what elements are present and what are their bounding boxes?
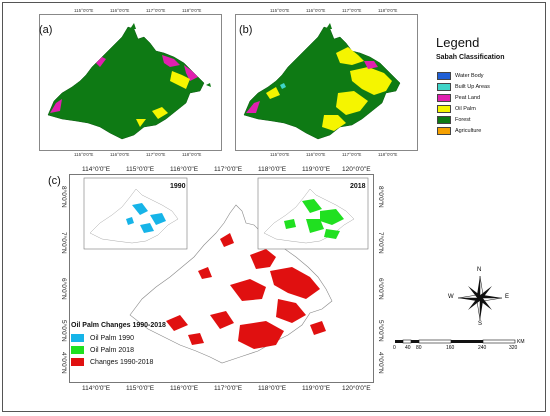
y-tick-right-4: 4°0'0"N	[377, 352, 384, 374]
y-tick-right-6: 6°0'0"N	[377, 278, 384, 300]
map-panel-c	[69, 174, 374, 383]
map-panel-b	[235, 14, 418, 151]
y-tick-left-8: 8°0'0"N	[60, 186, 67, 208]
x-tick-top-120: 120°0'0"E	[342, 166, 371, 173]
y-tick-left-5: 5°0'0"N	[60, 320, 67, 342]
x-tick-bottom-118: 118°0'0"E	[258, 385, 287, 392]
legend-swatch	[437, 105, 451, 113]
legend-label: Built Up Areas	[455, 84, 490, 90]
legend-swatch	[437, 83, 451, 91]
changes-item-2018: Oil Palm 2018	[71, 346, 134, 354]
changes-item-1990: Oil Palm 1990	[71, 334, 134, 342]
x-tick-top-116: 116°0'0"E	[170, 166, 199, 173]
map-panel-a	[39, 14, 222, 151]
legend-item-oil-palm: Oil Palm	[437, 105, 476, 113]
panel-label-c: (c)	[48, 175, 61, 187]
scale-bar-graphic	[395, 339, 516, 344]
legend-swatch	[437, 94, 451, 102]
legend-item-agriculture: Agriculture	[437, 127, 481, 135]
compass-s: S	[478, 321, 483, 327]
changes-swatch	[71, 334, 84, 342]
y-tick-right-5: 5°0'0"N	[377, 320, 384, 342]
changes-label: Changes 1990-2018	[90, 358, 154, 366]
changes-swatch	[71, 346, 84, 354]
legend-subtitle: Sabah Classification	[436, 54, 505, 61]
x-tick-top-118: 118°0'0"E	[258, 166, 287, 173]
legend-swatch	[437, 116, 451, 124]
x-tick-bottom-120: 120°0'0"E	[342, 385, 371, 392]
top-tick-b-4: 118°0'0"E	[378, 8, 398, 13]
bottom-tick-a-1: 115°0'0"E	[74, 152, 94, 157]
x-tick-top-114: 114°0'0"E	[82, 166, 111, 173]
sabah-map-1990	[47, 23, 211, 140]
top-tick-b-2: 116°0'0"E	[306, 8, 326, 13]
scale-label-40: 40	[405, 345, 411, 351]
x-tick-bottom-117: 117°0'0"E	[214, 385, 243, 392]
legend-title: Legend	[436, 35, 480, 50]
bottom-tick-b-2: 116°0'0"E	[306, 152, 326, 157]
bottom-tick-a-4: 118°0'0"E	[182, 152, 202, 157]
x-tick-bottom-116: 116°0'0"E	[170, 385, 199, 392]
legend-label: Oil Palm	[455, 106, 476, 112]
scale-label-320: 320	[509, 345, 518, 351]
top-tick-a-1: 115°0'0"E	[74, 8, 94, 13]
legend-label: Water Body	[455, 73, 484, 79]
compass-n: N	[477, 267, 482, 273]
changes-swatch	[71, 358, 84, 366]
y-tick-left-4: 4°0'0"N	[60, 352, 67, 374]
top-tick-a-4: 118°0'0"E	[182, 8, 202, 13]
bottom-tick-b-3: 117°0'0"E	[342, 152, 362, 157]
scale-label-0: 0	[393, 345, 396, 351]
y-tick-right-8: 8°0'0"N	[377, 186, 384, 208]
changes-legend-title: Oil Palm Changes 1990-2018	[71, 322, 166, 329]
legend-item-built-up: Built Up Areas	[437, 83, 490, 91]
legend-label: Agriculture	[455, 128, 482, 134]
changes-label: Oil Palm 1990	[90, 334, 134, 342]
x-tick-top-117: 117°0'0"E	[214, 166, 243, 173]
inset-year-1990: 1990	[170, 183, 186, 190]
compass-rose: N S E W	[448, 267, 510, 327]
top-tick-b-1: 115°0'0"E	[270, 8, 290, 13]
x-tick-top-115: 115°0'0"E	[126, 166, 155, 173]
legend-item-water-body: Water Body	[437, 72, 484, 80]
bottom-tick-a-3: 117°0'0"E	[146, 152, 166, 157]
legend-swatch	[437, 72, 451, 80]
panel-label-a: (a)	[39, 24, 53, 36]
x-tick-bottom-115: 115°0'0"E	[126, 385, 155, 392]
sabah-map-2018	[243, 23, 401, 140]
scale-bar: 0 40 80 160 240 320 KM	[391, 338, 531, 358]
bottom-tick-a-2: 116°0'0"E	[110, 152, 130, 157]
oil-palm-change-map	[83, 177, 369, 364]
bottom-tick-b-1: 115°0'0"E	[270, 152, 290, 157]
y-tick-right-7: 7°0'0"N	[377, 232, 384, 254]
legend-swatch	[437, 127, 451, 135]
y-tick-left-6: 6°0'0"N	[60, 278, 67, 300]
legend-label: Forest	[455, 117, 471, 123]
scale-label-160: 160	[446, 345, 455, 351]
scale-unit: KM	[517, 339, 525, 345]
changes-item-diff: Changes 1990-2018	[71, 358, 153, 366]
compass-w: W	[448, 294, 454, 300]
x-tick-bottom-114: 114°0'0"E	[82, 385, 111, 392]
bottom-tick-b-4: 118°0'0"E	[378, 152, 398, 157]
top-tick-b-3: 117°0'0"E	[342, 8, 362, 13]
top-tick-a-3: 117°0'0"E	[146, 8, 166, 13]
y-tick-left-7: 7°0'0"N	[60, 232, 67, 254]
legend-label: Peat Land	[455, 95, 481, 101]
scale-label-240: 240	[478, 345, 487, 351]
panel-label-b: (b)	[239, 24, 253, 36]
inset-year-2018: 2018	[350, 183, 366, 190]
legend-item-forest: Forest	[437, 116, 471, 124]
top-tick-a-2: 116°0'0"E	[110, 8, 130, 13]
scale-label-80: 80	[416, 345, 422, 351]
compass-icon	[457, 275, 503, 321]
compass-e: E	[505, 294, 510, 300]
legend-item-peat-land: Peat Land	[437, 94, 480, 102]
x-tick-bottom-119: 119°0'0"E	[302, 385, 331, 392]
figure-frame	[2, 2, 546, 412]
changes-label: Oil Palm 2018	[90, 346, 134, 354]
x-tick-top-119: 119°0'0"E	[302, 166, 331, 173]
